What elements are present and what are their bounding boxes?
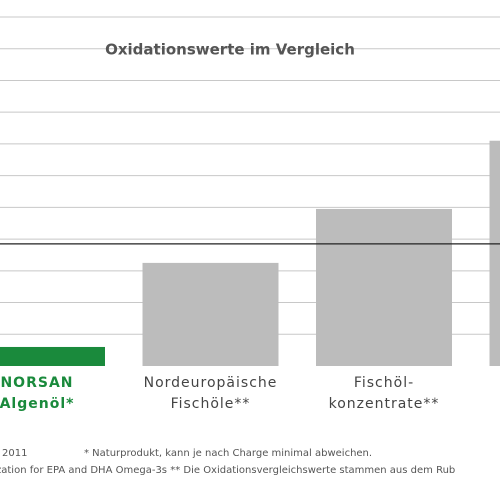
x-tick-label: Fischöl- bbox=[354, 375, 414, 391]
bar bbox=[142, 262, 279, 366]
chart-title: Oxidationswerte im Vergleich bbox=[105, 41, 355, 59]
x-tick-label: konzentrate** bbox=[329, 396, 440, 412]
x-tick-label: Algenöl* bbox=[0, 396, 74, 412]
bar bbox=[0, 346, 105, 366]
footnote: * Naturprodukt, kann je nach Charge mini… bbox=[84, 448, 372, 459]
footnote: 2011 bbox=[2, 448, 27, 459]
footnote: zation for EPA and DHA Omega-3s ** Die O… bbox=[0, 465, 455, 476]
bar bbox=[489, 140, 500, 366]
x-tick-label: Fischöle** bbox=[171, 396, 251, 412]
bar bbox=[316, 208, 452, 366]
x-tick-label: Nordeuropäische bbox=[144, 375, 278, 391]
x-tick-label: NORSAN bbox=[0, 375, 73, 391]
